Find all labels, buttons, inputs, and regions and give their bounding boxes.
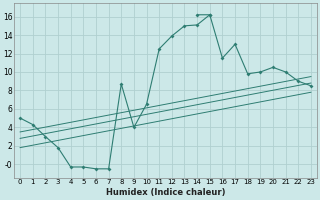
X-axis label: Humidex (Indice chaleur): Humidex (Indice chaleur) (106, 188, 225, 197)
